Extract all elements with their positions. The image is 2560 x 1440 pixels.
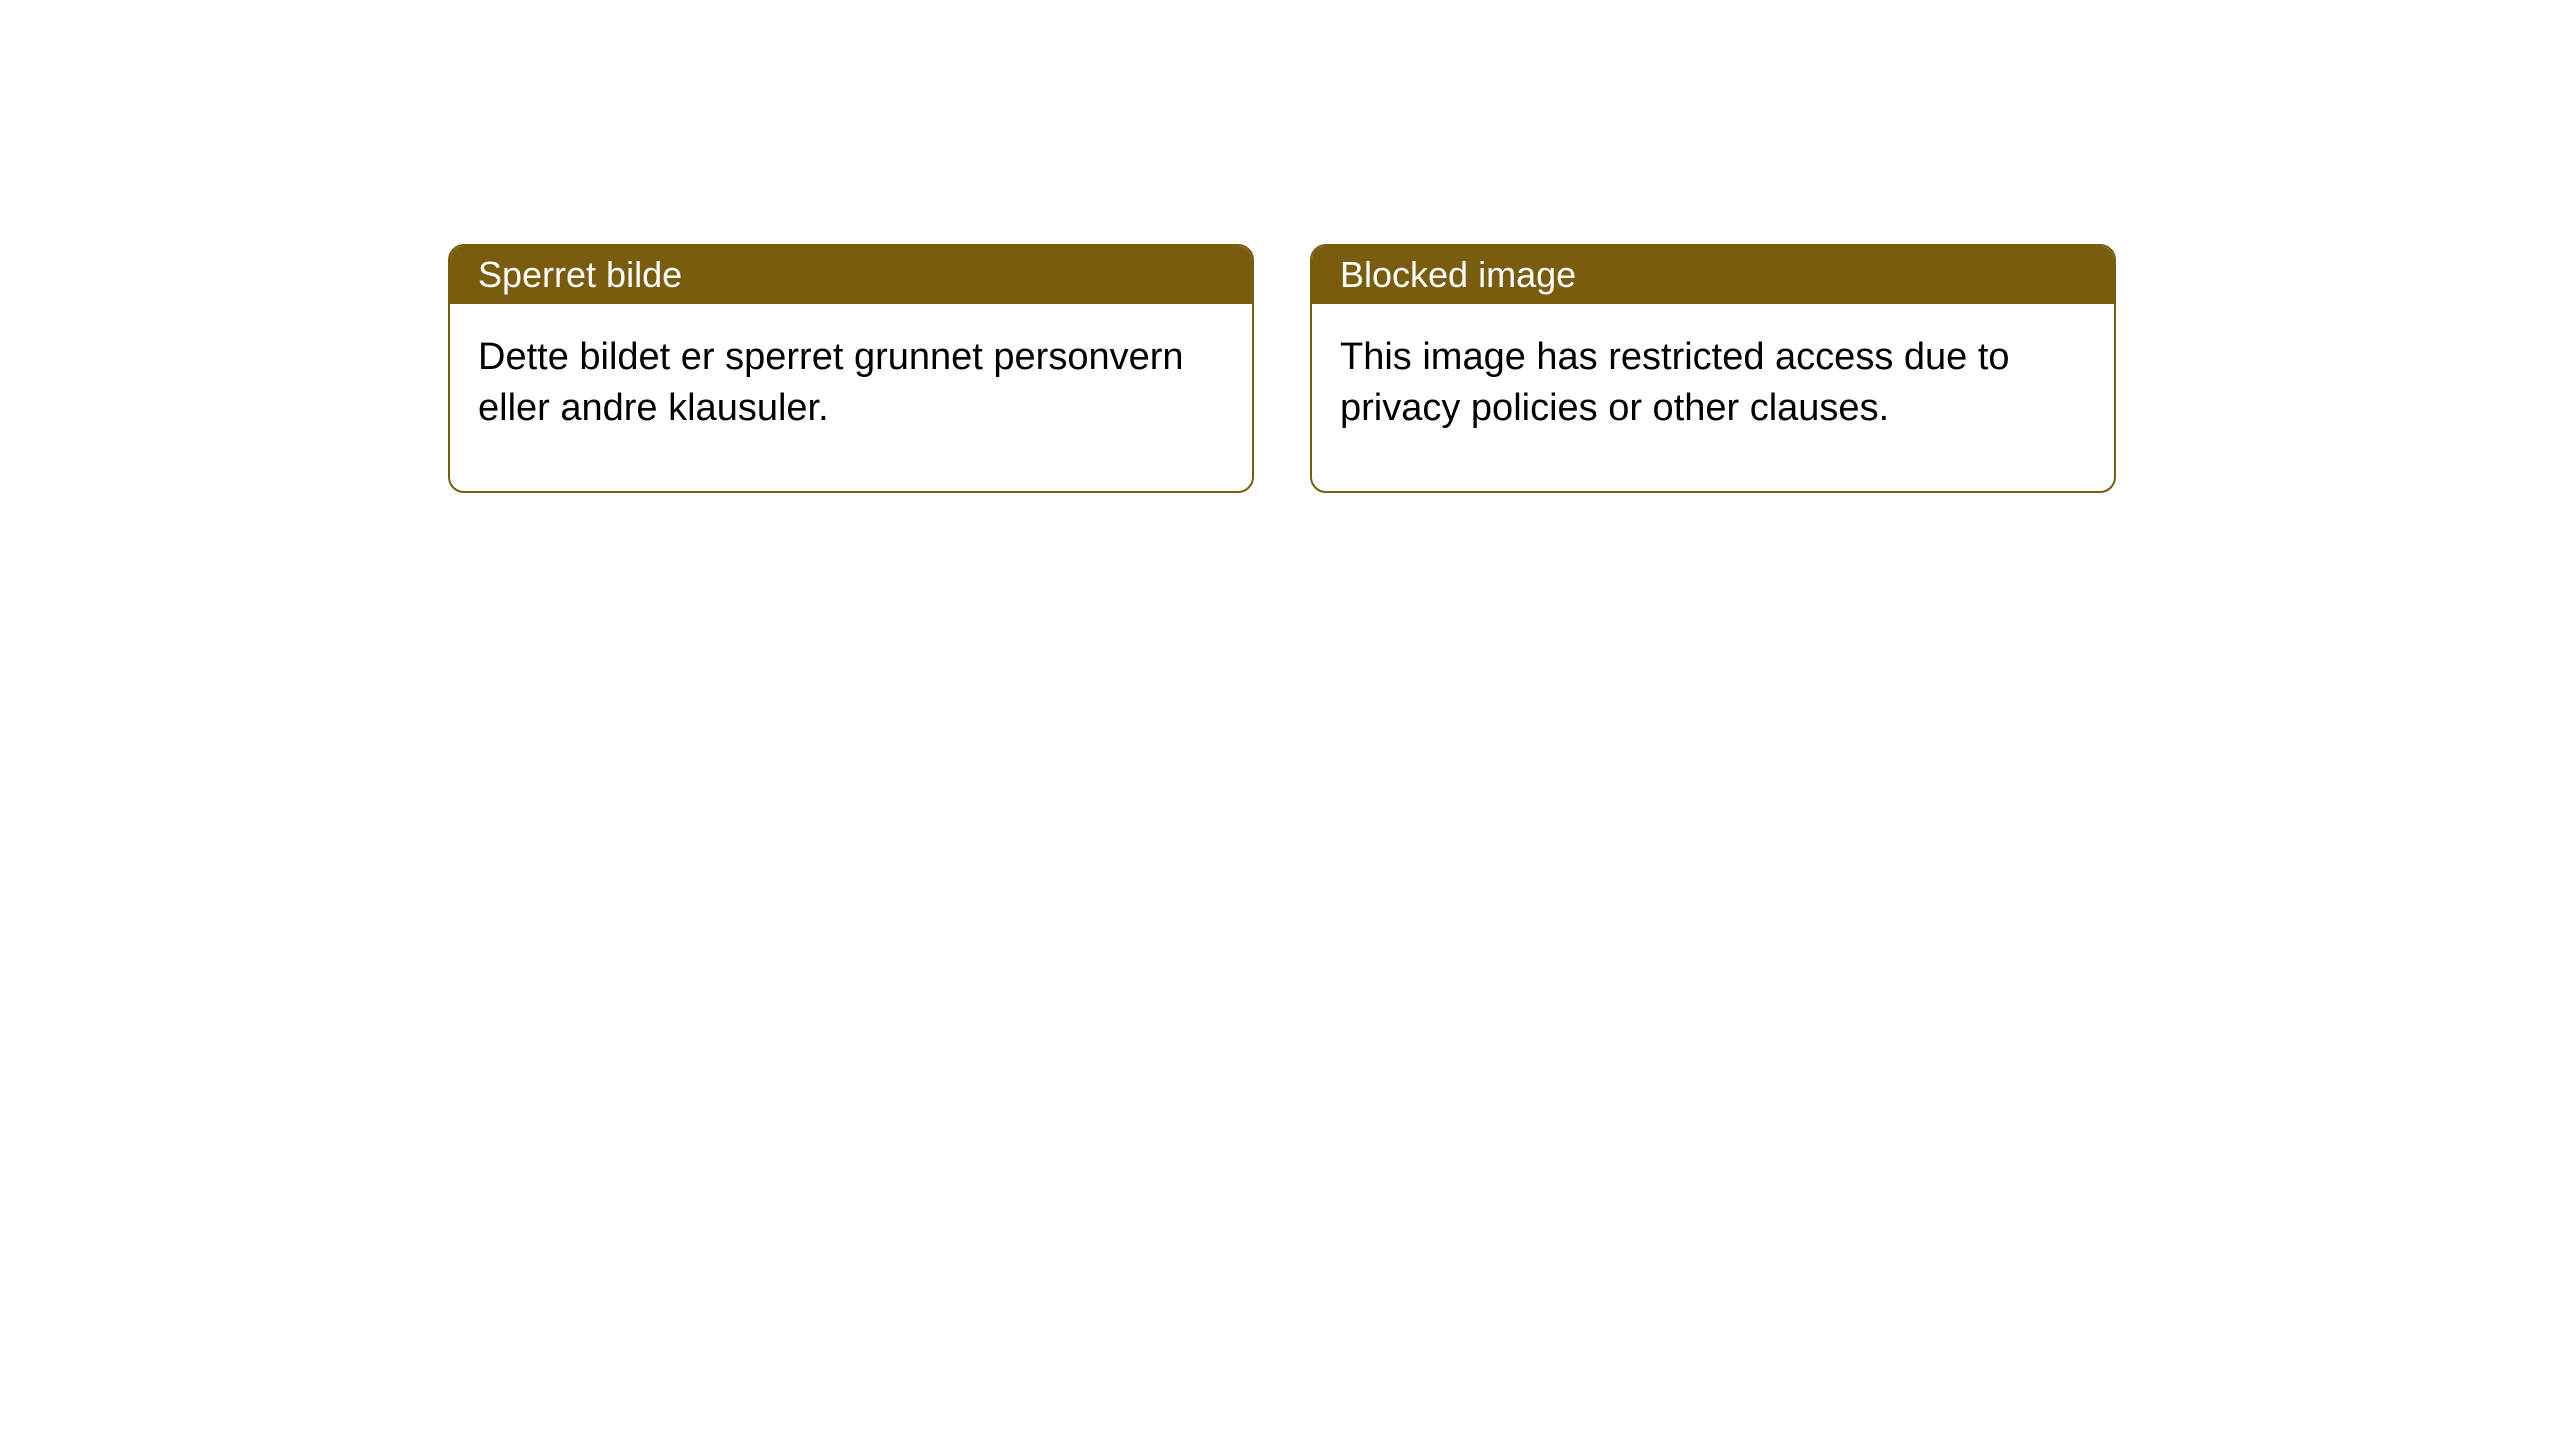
notice-body: Dette bildet er sperret grunnet personve… [450, 304, 1252, 491]
notice-card-norwegian: Sperret bilde Dette bildet er sperret gr… [448, 244, 1254, 493]
notice-card-english: Blocked image This image has restricted … [1310, 244, 2116, 493]
notice-body-text: This image has restricted access due to … [1340, 336, 2010, 429]
notice-header: Blocked image [1312, 246, 2114, 304]
notice-title: Blocked image [1340, 254, 1576, 295]
notice-title: Sperret bilde [478, 254, 682, 295]
notice-body: This image has restricted access due to … [1312, 304, 2114, 491]
notice-container: Sperret bilde Dette bildet er sperret gr… [0, 0, 2560, 493]
notice-body-text: Dette bildet er sperret grunnet personve… [478, 336, 1184, 429]
notice-header: Sperret bilde [450, 246, 1252, 304]
